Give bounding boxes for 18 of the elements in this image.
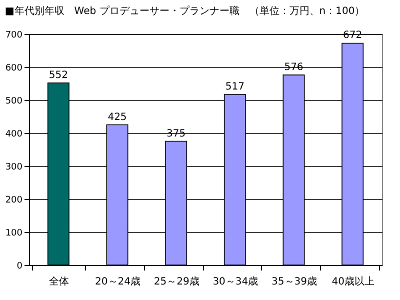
y-tick-label: 100: [5, 228, 23, 238]
y-tick-label: 600: [5, 64, 23, 74]
x-tick-label: 20～24歳: [95, 276, 140, 288]
chart-title: ■年代別年収 Web プロデューサー・プランナー職 （単位：万円、n：100）: [4, 5, 365, 17]
y-tick-label: 500: [5, 96, 23, 106]
x-tick-label: 25～29歳: [154, 276, 200, 288]
x-tick-label: 全体: [48, 276, 69, 288]
x-tick-label: 30～34歳: [212, 276, 258, 288]
data-label: 517: [225, 81, 244, 92]
y-tick-label: 700: [5, 30, 23, 40]
y-tick-label: 200: [5, 196, 23, 206]
x-tick-label: 40歳以上: [332, 276, 374, 288]
y-tick-label: 400: [5, 130, 23, 140]
data-label: 425: [108, 112, 127, 123]
y-tick-label: 300: [5, 162, 23, 172]
y-tick-label: 0: [16, 262, 23, 272]
data-label: 552: [48, 70, 68, 81]
x-tick-label: 35～39歳: [272, 276, 317, 288]
